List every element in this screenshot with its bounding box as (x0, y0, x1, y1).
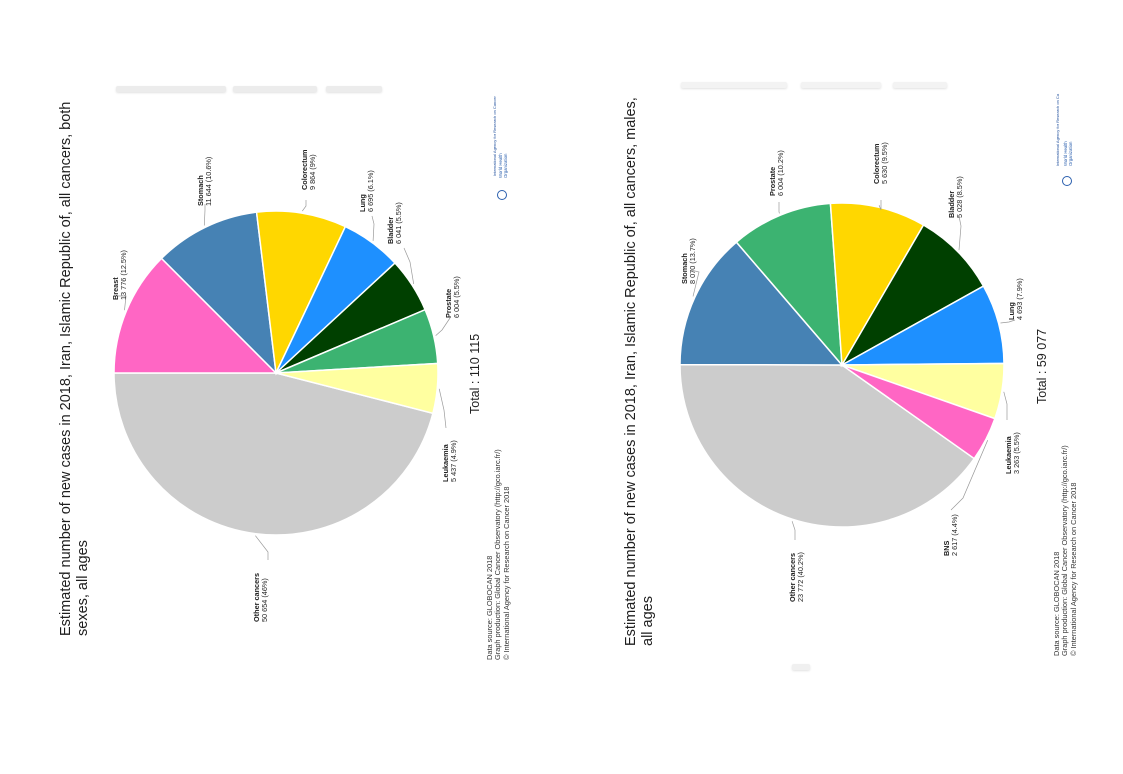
leader-line-breast (118, 295, 127, 311)
slice-label-breast: Breast 13 776 (12.5%) (111, 250, 129, 300)
slice-label-bladder: Bladder 5 028 (8.5%) (947, 176, 965, 218)
leader-line-leukaemia (438, 388, 447, 429)
scroll-tab (792, 664, 810, 670)
slice-label-value: 6 004 (10.2%) (776, 150, 786, 196)
slice-label-value: 8 070 (13.7%) (688, 238, 698, 284)
slice-label-lung: Lung 6 695 (6.1%) (358, 170, 376, 212)
slice-label-bladder: Bladder 6 041 (5.5%) (386, 202, 404, 244)
tab-strip (326, 86, 382, 92)
pie-slice-colorectum (829, 202, 925, 368)
pie-slice-leukaemia (275, 362, 439, 415)
slice-label-value: 5 028 (8.5%) (955, 176, 965, 218)
pie-slice-stomach (679, 241, 844, 366)
leader-line-lung (371, 215, 375, 241)
leader-line-colorectum (878, 200, 882, 211)
slice-label-value: 11 644 (10.6%) (204, 156, 214, 206)
chart-panel-males: Estimated number of new cases in 2018, I… (563, 0, 1123, 774)
slice-label-colorectum: Colorectum 5 630 (9.5%) (872, 142, 890, 184)
leader-line-other-cancers (255, 535, 269, 560)
slice-label-value: 9 864 (9%) (308, 154, 318, 190)
pie-slice-bladder (839, 223, 985, 367)
pie-slice-colorectum (255, 210, 347, 376)
slice-label-colorectum: Colorectum 9 864 (9%) (300, 149, 318, 190)
slice-label-other-cancers: Other cancers 23 772 (40.2%) (788, 552, 806, 602)
slice-label-value: 5 437 (4.9%) (449, 440, 459, 482)
who-emblem-icon (497, 190, 507, 200)
pie-slice-stomach (160, 211, 278, 376)
pie-chart (113, 200, 451, 560)
leader-line-leukaemia (1003, 391, 1008, 420)
tab-strip (233, 86, 317, 92)
pie-slice-other-cancers (113, 372, 434, 536)
slice-label-stomach: Stomach 8 070 (13.7%) (680, 238, 698, 284)
leader-line-colorectum (302, 200, 307, 212)
leader-line-bns (950, 440, 989, 511)
leader-line-stomach (690, 269, 700, 297)
slice-label-value: 50 654 (46%) (260, 578, 270, 622)
slice-label-value: 5 630 (9.5%) (880, 142, 890, 184)
slice-label-value: 6 004 (5.5%) (452, 276, 462, 318)
leader-line-other-cancers (791, 521, 796, 540)
chart-panel-both-sexes: Estimated number of new cases in 2018, I… (0, 0, 560, 774)
slice-label-bns: BNS 2 617 (4.4%) (942, 514, 960, 556)
leader-line-prostate (435, 317, 451, 336)
pie-slice-breast (113, 257, 278, 374)
tab-strip (801, 82, 881, 88)
slice-label-value: 3 263 (5.5%) (1012, 432, 1022, 474)
slice-label-value: 6 695 (6.1%) (366, 170, 376, 212)
pie-slice-prostate (735, 202, 843, 368)
slice-label-value: 13 776 (12.5%) (119, 250, 129, 300)
pie-slice-other-cancers (679, 363, 976, 528)
who-emblem-icon (1062, 176, 1072, 186)
slice-label-value: 4 693 (7.9%) (1015, 278, 1025, 320)
leader-line-stomach (203, 204, 206, 226)
slice-label-prostate: Prostate 6 004 (5.5%) (444, 276, 462, 318)
slice-label-stomach: Stomach 11 644 (10.6%) (196, 156, 214, 206)
leader-line-prostate (778, 202, 780, 214)
tab-strip (893, 82, 947, 88)
leader-line-bladder (958, 215, 962, 251)
pie-chart (679, 200, 1016, 540)
slice-label-lung: Lung 4 693 (7.9%) (1007, 278, 1025, 320)
tab-strip (681, 82, 787, 88)
slice-label-value: 23 772 (40.2%) (796, 552, 806, 602)
slice-label-leukaemia: Leukaemia 3 263 (5.5%) (1004, 432, 1022, 474)
slice-label-value: 6 041 (5.5%) (394, 202, 404, 244)
slice-label-value: 2 617 (4.4%) (950, 514, 960, 556)
slice-label-prostate: Prostate 6 004 (10.2%) (768, 150, 786, 196)
pie-slice-bns (841, 364, 996, 460)
slice-label-other-cancers: Other cancers 50 654 (46%) (252, 573, 270, 622)
leader-line-bladder (403, 247, 415, 285)
slice-label-leukaemia: Leukaemia 5 437 (4.9%) (441, 440, 459, 482)
leader-line-lung (1000, 319, 1016, 324)
tab-strip (116, 86, 226, 92)
